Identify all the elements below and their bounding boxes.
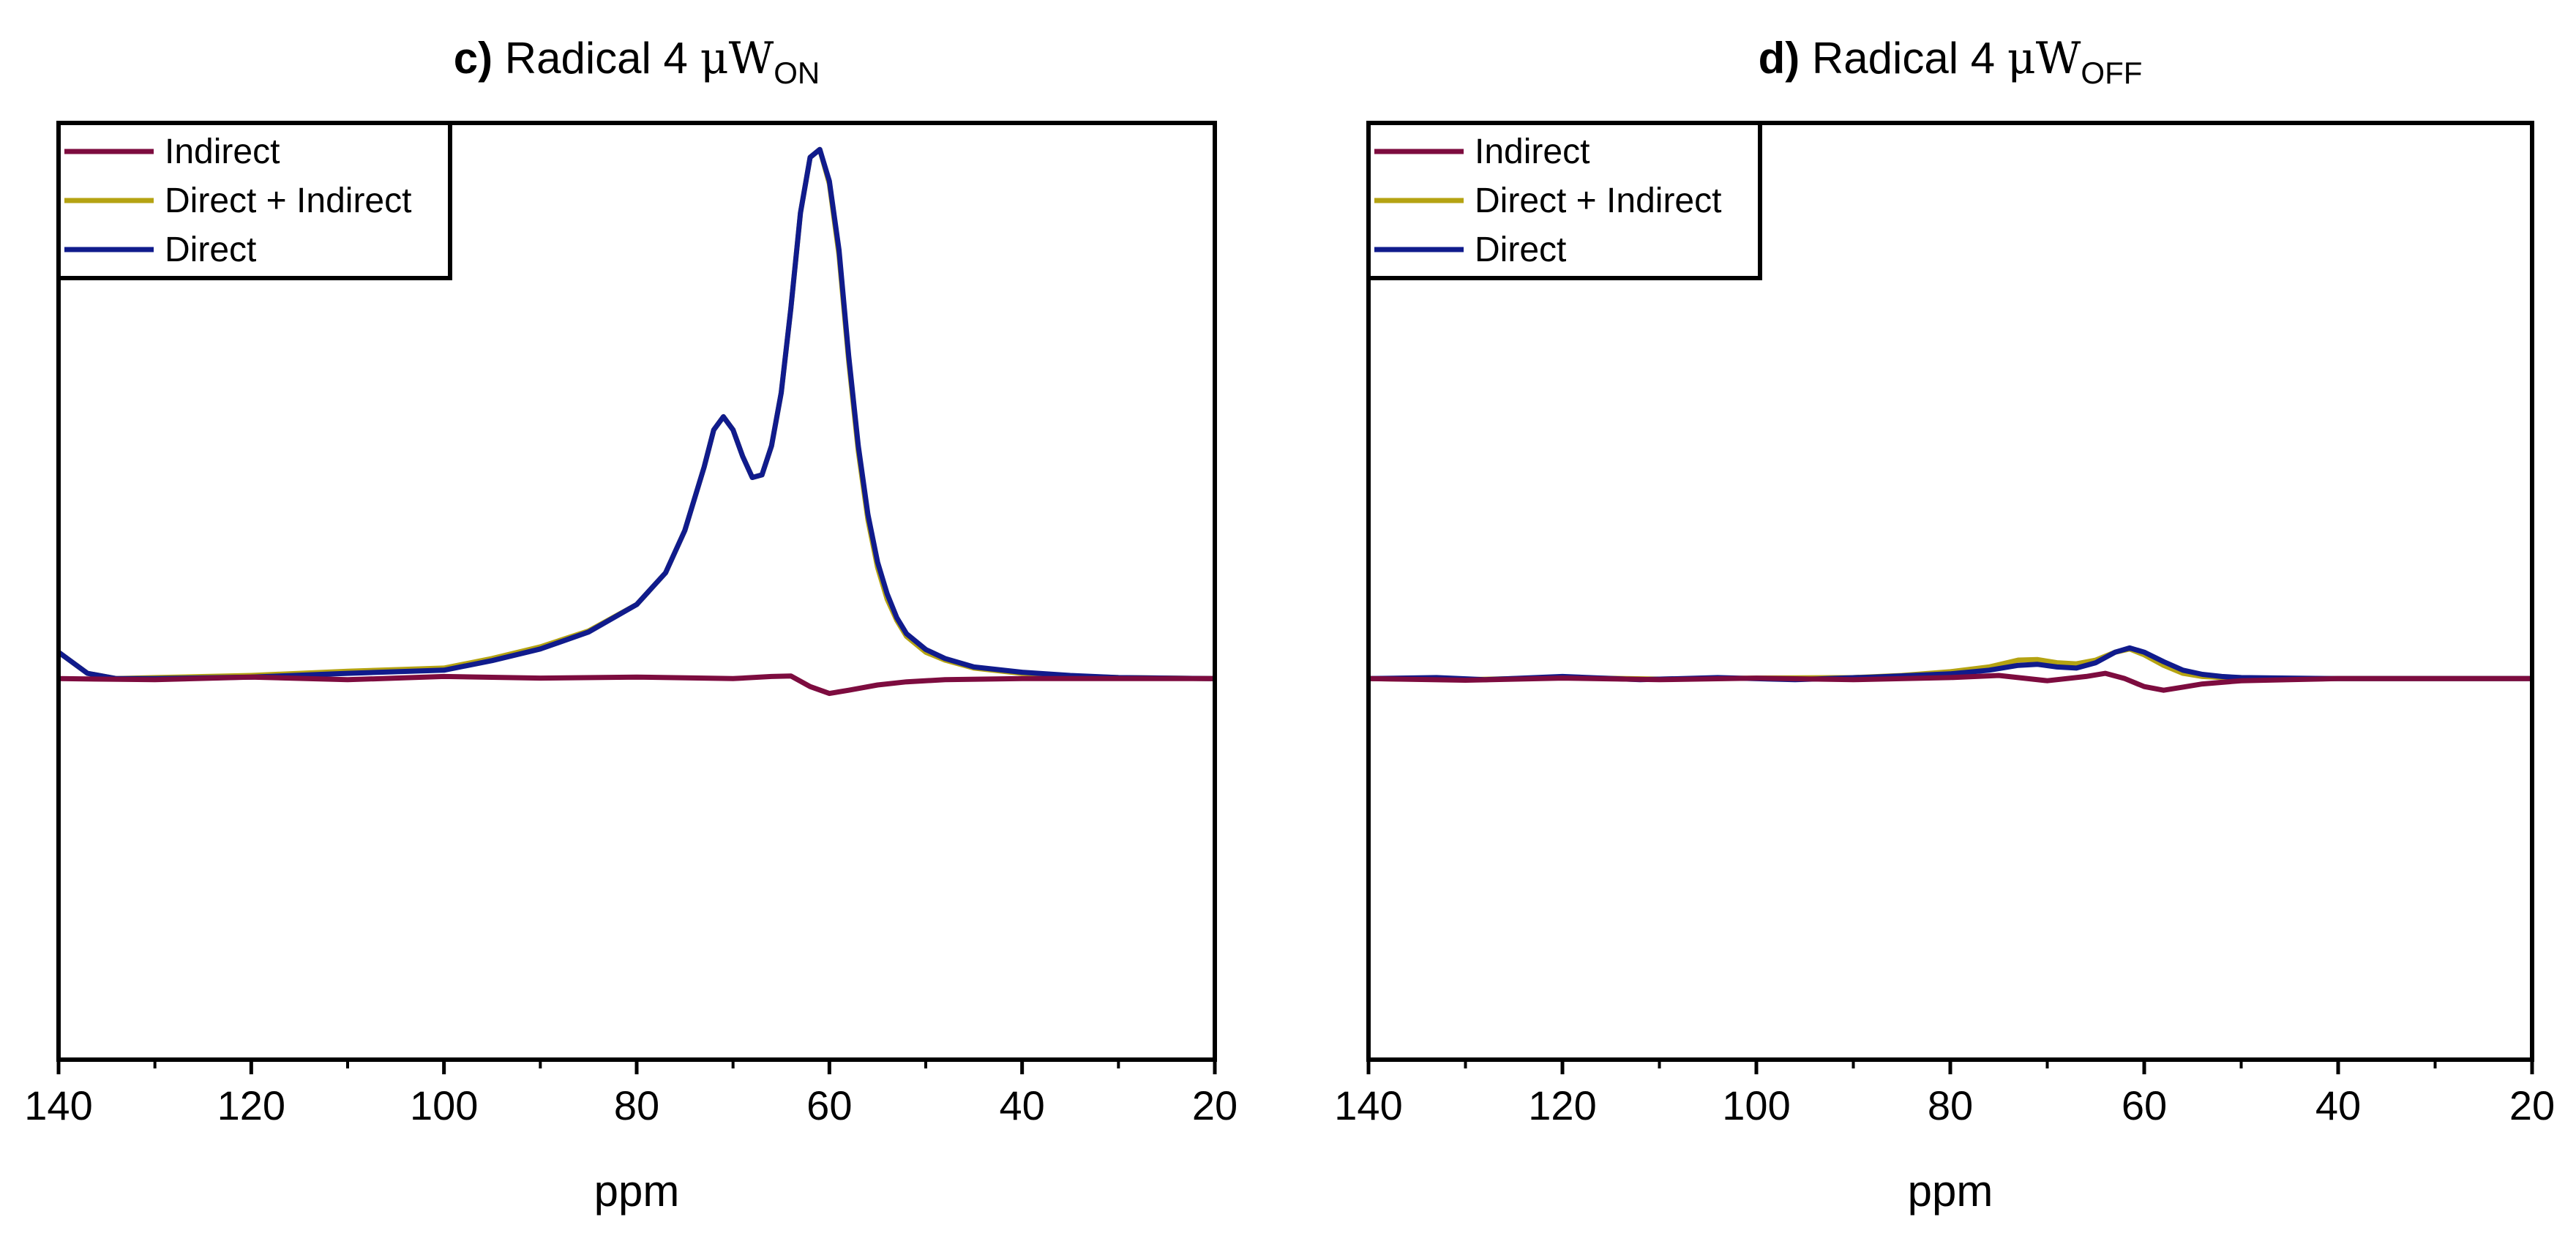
x-tick-label: 140 (1334, 1082, 1402, 1128)
x-tick-label: 100 (410, 1082, 478, 1128)
series-line-indirect (59, 673, 1215, 697)
x-tick-label: 80 (1928, 1082, 1973, 1128)
panel-c: c) Radical 4 μWON 140 120 100 80 60 40 20 ppm Ind… (24, 33, 1238, 1216)
series-line-direct (59, 146, 1215, 681)
x-tick-label: 100 (1722, 1082, 1790, 1128)
plot-area (1368, 645, 2532, 693)
title-symbol: μW (700, 33, 774, 84)
plot-area (59, 146, 1215, 697)
chart-title: d) Radical 4 μWOFF (1759, 33, 2143, 90)
title-text: Radical 4 (1800, 34, 2007, 83)
x-tick-label: 60 (2122, 1082, 2167, 1128)
x-tick-label: 140 (24, 1082, 92, 1128)
x-tick-label: 120 (217, 1082, 285, 1128)
legend-label: Direct (1475, 231, 1566, 269)
x-axis-label: ppm (1908, 1167, 1993, 1216)
series-line-indirect (1368, 670, 2532, 693)
legend-label: Indirect (165, 132, 280, 171)
title-panel-letter: c) (454, 34, 493, 83)
x-tick-label: 20 (1192, 1082, 1238, 1128)
x-tick-label: 60 (806, 1082, 852, 1128)
x-tick-label: 20 (2509, 1082, 2555, 1128)
chart-title: c) Radical 4 μWON (454, 33, 820, 90)
series-line-direct (1368, 645, 2532, 683)
x-tick-label: 40 (2315, 1082, 2361, 1128)
title-text: Radical 4 (493, 34, 700, 83)
title-panel-letter: d) (1759, 34, 1800, 83)
x-tick-label: 120 (1528, 1082, 1596, 1128)
title-subscript: ON (774, 56, 820, 90)
legend-label: Direct (165, 231, 256, 269)
legend-label: Direct + Indirect (165, 181, 411, 220)
legend-label: Indirect (1475, 132, 1590, 171)
title-symbol: μW (2007, 33, 2081, 84)
legend-box (1366, 121, 1762, 280)
title-subscript: OFF (2081, 56, 2142, 90)
panel-d: d) Radical 4 μWOFF 140 120 100 80 60 40 20 ppm In… (1334, 33, 2555, 1216)
legend-label: Direct + Indirect (1475, 181, 1721, 220)
legend: Indirect Direct + Indirect Direct (56, 121, 452, 280)
legend: Indirect Direct + Indirect Direct (1366, 121, 1762, 280)
x-tick-label: 40 (1000, 1082, 1045, 1128)
x-axis-label: ppm (594, 1167, 680, 1216)
x-tick-label: 80 (614, 1082, 659, 1128)
